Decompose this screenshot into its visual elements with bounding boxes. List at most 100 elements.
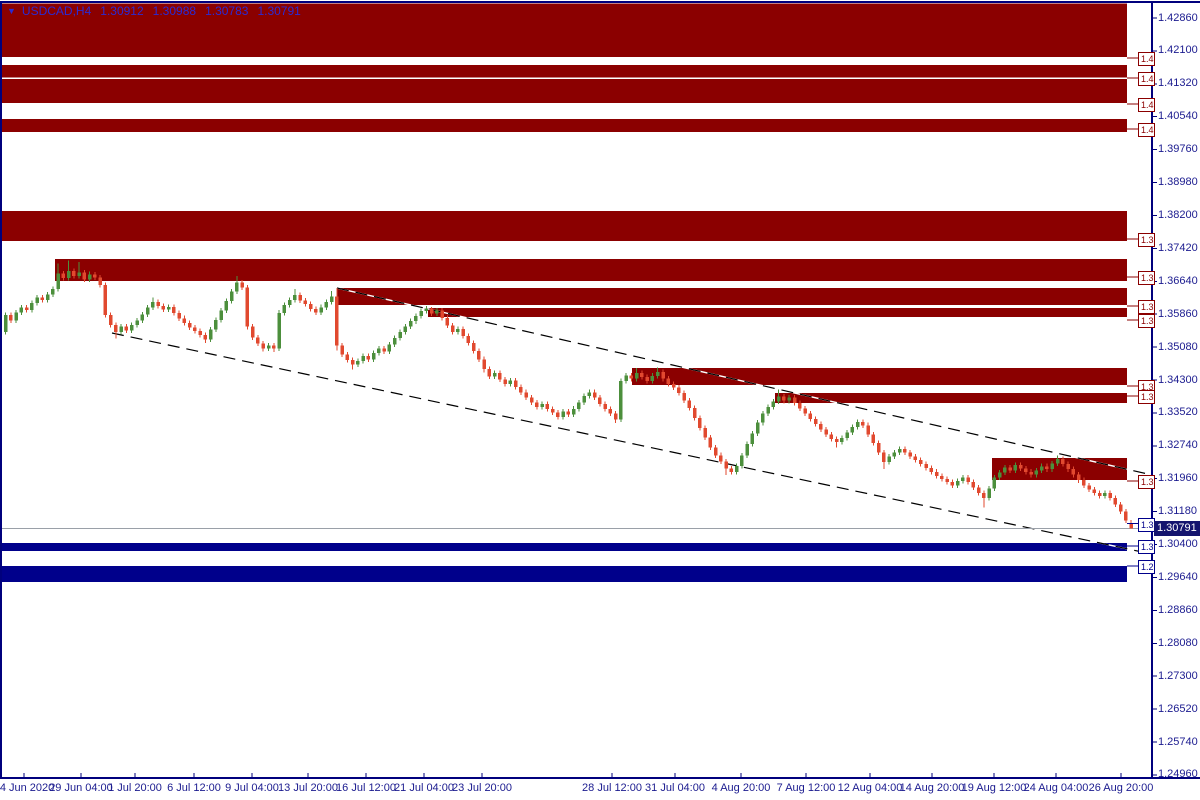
price-label: 1.36640	[1158, 274, 1198, 287]
candle	[93, 274, 97, 278]
symbol-dropdown-icon[interactable]: ▼	[7, 6, 16, 16]
candle	[293, 294, 297, 301]
price-label: 1.28080	[1158, 636, 1198, 649]
candle	[261, 343, 265, 349]
zone-price-tag[interactable]: 1.3	[1138, 539, 1155, 554]
time-label: 13 Jul 20:00	[278, 782, 338, 794]
candle	[9, 314, 13, 321]
candle	[634, 373, 639, 379]
candle	[1050, 463, 1054, 470]
zone-price-tag[interactable]: 1.3	[1138, 232, 1155, 247]
candle	[3, 314, 8, 332]
supply-zone[interactable]	[0, 64, 1127, 78]
candle	[414, 316, 418, 322]
zone-price-tag[interactable]: 1.3	[1138, 271, 1155, 286]
candle	[240, 282, 244, 288]
candle	[87, 274, 92, 280]
candle	[219, 310, 223, 320]
candle	[892, 452, 897, 457]
time-label: 26 Aug 20:00	[1088, 782, 1154, 794]
supply-zone[interactable]	[0, 119, 1127, 132]
zone-price-tag[interactable]: 1.4	[1138, 71, 1155, 86]
candle	[845, 432, 849, 438]
supply-zone[interactable]	[632, 367, 1127, 386]
time-label: 12 Aug 04:00	[837, 782, 903, 794]
supply-zone[interactable]	[55, 259, 1127, 282]
supply-zone[interactable]	[992, 458, 1127, 481]
supply-zone[interactable]	[775, 393, 1127, 404]
trendline[interactable]	[111, 332, 1151, 555]
time-label: 21 Jul 04:00	[394, 782, 454, 794]
candle	[961, 477, 965, 482]
supply-zone[interactable]	[0, 211, 1127, 242]
zone-price-tag[interactable]: 1.4	[1138, 98, 1155, 112]
zone-price-tag[interactable]: 1.3	[1138, 389, 1155, 404]
candle	[897, 448, 902, 453]
price-label: 1.27300	[1158, 669, 1198, 682]
candle	[324, 302, 329, 308]
current-price-box: 1.30791	[1154, 520, 1200, 536]
candle	[319, 307, 323, 313]
candle	[529, 397, 534, 403]
candle	[1034, 470, 1039, 475]
price-label: 1.31180	[1158, 505, 1197, 518]
candle	[571, 408, 576, 415]
time-label: 29 Jun 04:00	[49, 782, 113, 794]
candle	[345, 354, 350, 361]
candle	[177, 313, 181, 319]
candle	[24, 307, 29, 310]
supply-zone[interactable]	[428, 308, 1127, 317]
candle	[314, 308, 318, 313]
zone-price-tag[interactable]: 1.4	[1138, 123, 1155, 137]
candle	[203, 335, 208, 340]
demand-zone[interactable]	[0, 566, 1127, 582]
candle	[808, 413, 813, 419]
candle	[498, 373, 502, 380]
candle	[135, 320, 139, 326]
candle	[761, 413, 765, 423]
price-label: 1.28860	[1158, 603, 1198, 616]
candle	[940, 476, 944, 479]
candle	[440, 310, 444, 318]
price-label: 1.35860	[1158, 307, 1198, 320]
candle	[918, 459, 923, 465]
candle	[166, 306, 171, 310]
candle	[282, 305, 287, 313]
candle	[829, 434, 834, 439]
price-label: 1.31960	[1158, 472, 1198, 485]
candle	[471, 343, 476, 351]
zone-price-tag[interactable]: 1.3	[1138, 517, 1155, 532]
candle	[561, 411, 565, 417]
trendline[interactable]	[336, 287, 1151, 476]
zone-price-tag[interactable]: 1.3	[1138, 299, 1155, 314]
demand-zone[interactable]	[0, 543, 1127, 552]
supply-zone[interactable]	[0, 78, 1127, 103]
candle	[371, 352, 376, 360]
zone-price-tag[interactable]: 1.2	[1138, 559, 1155, 574]
candle	[272, 345, 276, 349]
ohlc-low: 1.30783	[205, 4, 249, 18]
price-label: 1.34300	[1158, 373, 1198, 386]
candle	[1097, 492, 1102, 496]
candle	[340, 345, 344, 355]
candle	[740, 455, 744, 466]
candle	[1045, 466, 1049, 470]
candle	[887, 456, 891, 463]
zone-price-tag[interactable]: 1.4	[1138, 51, 1155, 66]
current-price-label: 1.30791	[1157, 521, 1197, 534]
candle	[934, 471, 939, 476]
zone-price-tag[interactable]: 1.3	[1138, 474, 1155, 489]
candle	[30, 303, 34, 310]
supply-zone[interactable]	[337, 288, 1127, 305]
candle	[834, 438, 839, 443]
chart-title: ▼ USDCAD,H4 1.30912 1.30988 1.30783 1.30…	[7, 4, 301, 18]
candle	[35, 297, 39, 304]
candle	[971, 481, 976, 488]
candle	[350, 360, 355, 365]
supply-zone[interactable]	[0, 3, 1127, 58]
candle	[876, 443, 881, 453]
zone-price-tag[interactable]: 1.3	[1138, 313, 1155, 328]
candle	[492, 373, 497, 377]
